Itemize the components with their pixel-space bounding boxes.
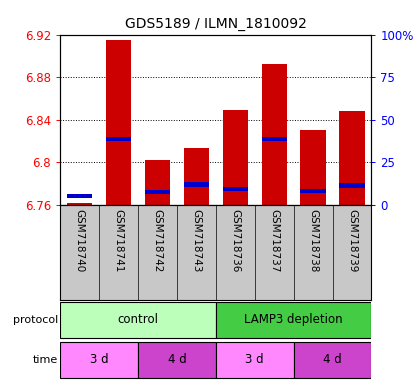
Bar (300, 189, 326, 193)
Bar (60, 342, 138, 378)
Bar (106, 137, 131, 141)
Bar (216, 303, 371, 338)
Bar (60, 303, 216, 338)
Text: GSM718740: GSM718740 (75, 210, 85, 273)
Text: GSM718741: GSM718741 (114, 210, 124, 273)
Text: GSM718736: GSM718736 (230, 210, 240, 273)
Bar (216, 342, 294, 378)
Bar (222, 187, 248, 191)
Text: time: time (33, 355, 58, 365)
Text: protocol: protocol (13, 315, 58, 325)
Text: GSM718738: GSM718738 (308, 210, 318, 273)
Bar (184, 148, 209, 205)
Bar (294, 342, 371, 378)
Bar (67, 194, 92, 198)
Text: GSM718737: GSM718737 (269, 210, 279, 273)
Title: GDS5189 / ILMN_1810092: GDS5189 / ILMN_1810092 (125, 17, 307, 31)
Text: 3 d: 3 d (90, 353, 108, 366)
Text: GSM718739: GSM718739 (347, 210, 357, 273)
Bar (145, 160, 170, 205)
Text: LAMP3 depletion: LAMP3 depletion (244, 313, 343, 326)
Text: control: control (117, 313, 159, 326)
Bar (67, 203, 92, 205)
Text: 4 d: 4 d (323, 353, 342, 366)
Text: 3 d: 3 d (245, 353, 264, 366)
Bar (184, 182, 209, 187)
Bar (339, 184, 365, 188)
Bar (339, 111, 365, 205)
Bar (106, 40, 131, 205)
Bar (261, 137, 287, 141)
Bar (300, 130, 326, 205)
Text: 4 d: 4 d (168, 353, 186, 366)
Text: GSM718743: GSM718743 (191, 210, 201, 273)
Text: GSM718742: GSM718742 (152, 210, 162, 273)
Bar (145, 190, 170, 194)
Bar (261, 65, 287, 205)
Bar (222, 110, 248, 205)
Bar (138, 342, 216, 378)
